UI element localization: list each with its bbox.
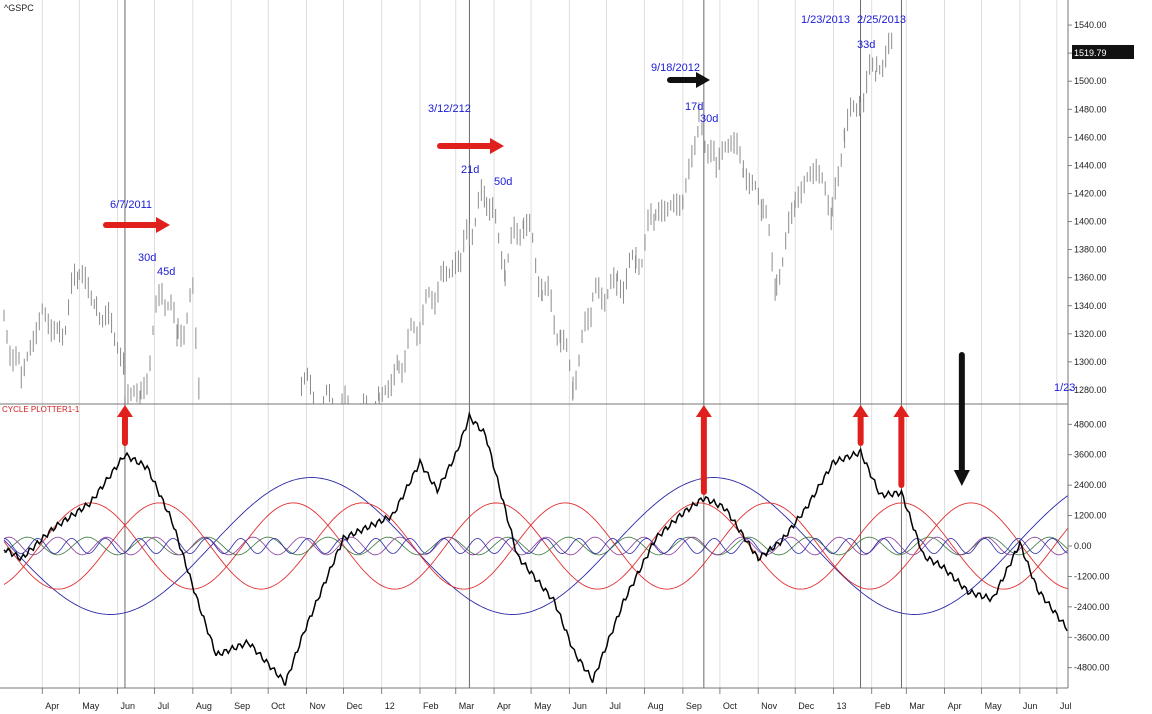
annotation-text: 30d [138,252,156,264]
y-tick-label-price: 1460.00 [1074,132,1107,142]
cycle-line [3,477,1069,615]
cycle-line [3,536,1069,556]
annotation-text: 30d [700,113,718,125]
y-tick-label-cycle: -2400.00 [1074,602,1110,612]
x-tick-label: May [534,701,552,711]
y-tick-label-price: 1540.00 [1074,20,1107,30]
y-tick-label-cycle: -4800.00 [1074,663,1110,673]
x-tick-label: Dec [346,701,363,711]
y-tick-label-price: 1400.00 [1074,217,1107,227]
x-tick-label: Apr [45,701,59,711]
x-tick-label: Aug [648,701,664,711]
x-tick-label: Jun [121,701,136,711]
up-arrow-head [116,405,133,417]
y-tick-label-price: 1480.00 [1074,104,1107,114]
x-tick-label: Jul [609,701,621,711]
x-tick-label: Sep [234,701,250,711]
up-arrow-head [852,405,869,417]
up-arrow-head [893,405,910,417]
y-tick-label-cycle: 4800.00 [1074,419,1107,429]
cycle-series [3,410,1069,686]
cycle-line [3,502,1069,590]
price-series [3,32,893,404]
cycle-line [3,537,1069,555]
x-tick-label: Jun [572,701,587,711]
x-tick-label: Jul [1060,701,1072,711]
event-lines [124,0,902,688]
annotation-text: 1/23/2013 [801,14,850,26]
x-tick-label: Feb [875,701,891,711]
y-tick-label-price: 1440.00 [1074,160,1107,170]
x-tick-label: Oct [723,701,738,711]
y-tick-label-cycle: 1200.00 [1074,511,1107,521]
x-tick-label: Nov [761,701,778,711]
annotation-text: 6/7/2011 [110,199,152,211]
y-tick-label-price: 1500.00 [1074,76,1107,86]
x-tick-label: Apr [497,701,511,711]
annotation-text: 21d [461,164,479,176]
y-tick-label-cycle: -1200.00 [1074,571,1110,581]
indicator-label: CYCLE PLOTTER1-1 [2,405,80,414]
annotation-text: 50d [494,176,512,188]
last-price-badge [1072,45,1134,59]
y-tick-label-price: 1320.00 [1074,329,1107,339]
x-tick-label: Jul [158,701,170,711]
y-tick-label-price: 1340.00 [1074,301,1107,311]
right-arrow-head [696,72,710,88]
grid [41,0,1058,688]
annotation-text: 33d [857,39,875,51]
x-tick-label: Oct [271,701,286,711]
right-arrow-head [490,138,504,154]
last-price-text: 1519.79 [1074,48,1107,58]
x-tick-label: Sep [686,701,702,711]
x-tick-label: 13 [836,701,846,711]
cycle-line [3,536,1069,556]
axes: Apr May Jun Jul Aug Sep Oct Nov Dec 12 Feb Mar Apr Ma… [0,0,1110,711]
y-tick-label-price: 1420.00 [1074,188,1107,198]
annotation-text: 45d [157,266,175,278]
y-tick-label-price: 1380.00 [1074,245,1107,255]
symbol-label: ^GSPC [4,3,34,13]
y-tick-label-price: 1300.00 [1074,357,1107,367]
right-arrow-head [156,217,170,233]
annotation-text: 9/18/2012 [651,62,700,74]
x-tick-label: May [82,701,100,711]
x-tick-label: May [985,701,1003,711]
x-tick-label: Jun [1023,701,1038,711]
x-tick-label: Aug [196,701,212,711]
y-tick-label-price: 1280.00 [1074,385,1107,395]
x-tick-label: Mar [909,701,925,711]
down-arrow-head [953,470,970,486]
annotations: 6/7/201130d45d3/12/21221d50d9/18/201217d… [103,14,1075,495]
up-arrow-head [695,405,712,417]
x-tick-label: Dec [798,701,815,711]
x-tick-label: Mar [459,701,475,711]
annotation-text: 2/25/2013 [857,14,906,26]
x-tick-label: Apr [948,701,962,711]
composite-line [3,410,1068,686]
y-tick-label-cycle: -3600.00 [1074,632,1110,642]
y-tick-label-cycle: 2400.00 [1074,480,1107,490]
y-tick-label-cycle: 3600.00 [1074,450,1107,460]
x-tick-label: Nov [309,701,326,711]
x-tick-label: 12 [385,701,395,711]
cycle-line [3,502,1069,590]
annotation-text: 17d [685,101,703,113]
y-tick-label-cycle: 0.00 [1074,541,1092,551]
annotation-text: 3/12/212 [428,103,471,115]
annotation-text: 1/23 [1054,382,1075,394]
y-tick-label-price: 1360.00 [1074,273,1107,283]
x-tick-label: Feb [423,701,439,711]
